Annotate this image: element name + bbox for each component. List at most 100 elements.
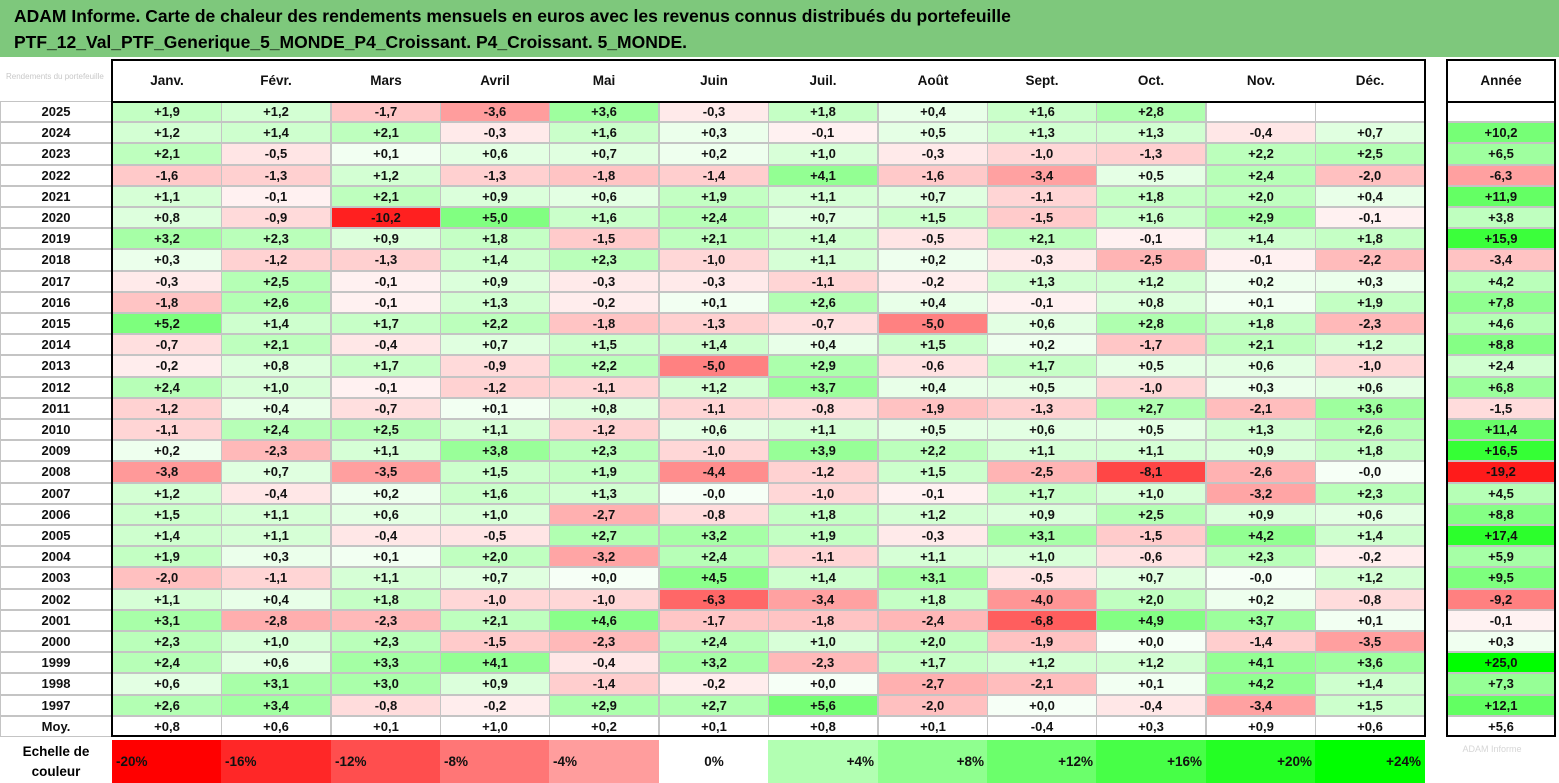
heatmap-cell: +2,4 bbox=[112, 376, 222, 398]
heatmap-cell: +0,1 bbox=[1096, 673, 1206, 695]
heatmap-cell: +2,1 bbox=[987, 228, 1097, 250]
heatmap-cell: -0,2 bbox=[549, 291, 659, 313]
heatmap-cell: +0,4 bbox=[878, 291, 988, 313]
heatmap-cell: +2,5 bbox=[1096, 503, 1206, 525]
heatmap-cell: +1,1 bbox=[221, 503, 331, 525]
heatmap-cell: -0,9 bbox=[440, 355, 550, 377]
heatmap-cell: -3,2 bbox=[1206, 482, 1316, 504]
heatmap-cell: -1,7 bbox=[331, 101, 441, 123]
heatmap-cell: +1,2 bbox=[987, 652, 1097, 674]
average-cell: +0,1 bbox=[878, 715, 988, 737]
heatmap-cell: +3,1 bbox=[221, 673, 331, 695]
heatmap-cell: +1,3 bbox=[440, 291, 550, 313]
heatmap-cell: -0,3 bbox=[112, 270, 222, 292]
heatmap-cell: +1,8 bbox=[1315, 440, 1425, 462]
heatmap-cell: +3,1 bbox=[112, 609, 222, 631]
heatmap-cell: +3,1 bbox=[878, 567, 988, 589]
heatmap-cell: -0,1 bbox=[768, 122, 878, 144]
heatmap-cell: +0,5 bbox=[878, 419, 988, 441]
annual-cell: +8,8 bbox=[1446, 503, 1556, 525]
heatmap-cell: +0,3 bbox=[112, 249, 222, 271]
color-scale-label: Echelle de couleur bbox=[22, 744, 90, 779]
heatmap-cell: +0,1 bbox=[331, 546, 441, 568]
row-year-label: 2010 bbox=[0, 419, 112, 441]
heatmap-cell: +2,1 bbox=[331, 185, 441, 207]
heatmap-cell: +2,5 bbox=[331, 419, 441, 441]
heatmap-cell: -1,4 bbox=[549, 673, 659, 695]
heatmap-cell: -1,1 bbox=[659, 397, 769, 419]
heatmap-cell: +1,7 bbox=[878, 652, 988, 674]
heatmap-cell: +4,2 bbox=[1206, 525, 1316, 547]
row-year-label: 2005 bbox=[0, 525, 112, 547]
heatmap-cell: -1,0 bbox=[1096, 376, 1206, 398]
heatmap-cell: +2,1 bbox=[221, 334, 331, 356]
heatmap-cell: -3,5 bbox=[331, 461, 441, 483]
row-year-label: 1997 bbox=[0, 694, 112, 716]
column-header: Oct. bbox=[1096, 59, 1206, 102]
heatmap-cell: -0,0 bbox=[1206, 567, 1316, 589]
heatmap-cell: +2,3 bbox=[112, 631, 222, 653]
heatmap-cell: -1,4 bbox=[659, 164, 769, 186]
color-scale-step: +12% bbox=[987, 740, 1097, 783]
row-year-label: 2000 bbox=[0, 631, 112, 653]
heatmap-cell: +2,4 bbox=[659, 207, 769, 229]
heatmap-cell: +2,3 bbox=[549, 440, 659, 462]
annual-cell: +3,8 bbox=[1446, 207, 1556, 229]
heatmap-cell: +0,7 bbox=[440, 334, 550, 356]
heatmap-cell: +2,9 bbox=[1206, 207, 1316, 229]
heatmap-cell: -1,0 bbox=[768, 482, 878, 504]
heatmap-cell: +0,1 bbox=[1315, 609, 1425, 631]
average-cell: +0,3 bbox=[1096, 715, 1206, 737]
heatmap-cell: +1,4 bbox=[1206, 228, 1316, 250]
row-year-label: 1999 bbox=[0, 652, 112, 674]
heatmap-cell: +1,5 bbox=[878, 207, 988, 229]
row-year-label: 2013 bbox=[0, 355, 112, 377]
heatmap-cell: +0,4 bbox=[221, 588, 331, 610]
heatmap-cell: +1,9 bbox=[1315, 291, 1425, 313]
heatmap-cell: -2,8 bbox=[221, 609, 331, 631]
heatmap-cell: +1,2 bbox=[221, 101, 331, 123]
heatmap-cell: +0,6 bbox=[659, 419, 769, 441]
annual-cell: -9,2 bbox=[1446, 588, 1556, 610]
heatmap-cell: +2,2 bbox=[549, 355, 659, 377]
annual-cell: +9,5 bbox=[1446, 567, 1556, 589]
heatmap-cell: +1,4 bbox=[440, 249, 550, 271]
heatmap-cell: +0,2 bbox=[1206, 270, 1316, 292]
heatmap-cell: +2,0 bbox=[878, 631, 988, 653]
heatmap-cell: +1,1 bbox=[987, 440, 1097, 462]
heatmap-cell: +1,6 bbox=[549, 122, 659, 144]
heatmap-cell: -0,4 bbox=[1096, 694, 1206, 716]
heatmap-cell: -0,4 bbox=[331, 334, 441, 356]
heatmap-cell: -0,6 bbox=[878, 355, 988, 377]
heatmap-cell: -0,3 bbox=[878, 143, 988, 165]
heatmap-cell: -0,5 bbox=[440, 525, 550, 547]
heatmap-cell: -2,5 bbox=[987, 461, 1097, 483]
heatmap-cell: -2,3 bbox=[1315, 313, 1425, 335]
heatmap-cell: +0,9 bbox=[440, 673, 550, 695]
annual-cell: +11,9 bbox=[1446, 185, 1556, 207]
annual-cell: +4,2 bbox=[1446, 270, 1556, 292]
row-year-label: 2015 bbox=[0, 313, 112, 335]
heatmap-cell: -1,1 bbox=[768, 270, 878, 292]
heatmap-cell: +0,3 bbox=[659, 122, 769, 144]
heatmap-cell: +2,3 bbox=[549, 249, 659, 271]
heatmap-cell: -1,3 bbox=[1096, 143, 1206, 165]
heatmap-cell: -2,6 bbox=[1206, 461, 1316, 483]
heatmap-cell: +4,6 bbox=[549, 609, 659, 631]
heatmap-cell: +0,4 bbox=[878, 101, 988, 123]
heatmap-cell: +1,0 bbox=[221, 631, 331, 653]
heatmap-cell: -0,3 bbox=[987, 249, 1097, 271]
annual-cell: +10,2 bbox=[1446, 122, 1556, 144]
heatmap-cell: +1,1 bbox=[112, 185, 222, 207]
heatmap-cell: -4,4 bbox=[659, 461, 769, 483]
heatmap-cell: +0,7 bbox=[878, 185, 988, 207]
heatmap-cell: +3,2 bbox=[659, 525, 769, 547]
heatmap-cell: +0,7 bbox=[768, 207, 878, 229]
row-year-label: 2006 bbox=[0, 503, 112, 525]
heatmap-cell: -2,0 bbox=[1315, 164, 1425, 186]
heatmap-cell: +0,9 bbox=[1206, 503, 1316, 525]
annual-cell: +6,5 bbox=[1446, 143, 1556, 165]
heatmap-cell: +0,1 bbox=[440, 397, 550, 419]
row-year-label: 2001 bbox=[0, 609, 112, 631]
heatmap-cell: +1,4 bbox=[221, 313, 331, 335]
